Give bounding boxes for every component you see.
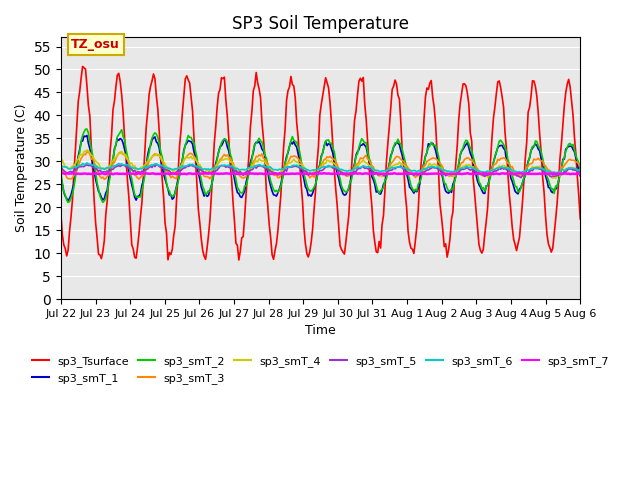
sp3_smT_3: [124, 157, 131, 163]
sp3_Tsurface: [550, 231, 558, 237]
sp3_smT_5: [285, 165, 293, 170]
sp3_smT_6: [577, 168, 584, 174]
sp3_smT_1: [577, 173, 584, 179]
sp3_smT_6: [57, 164, 65, 169]
sp3_Tsurface: [122, 155, 130, 160]
sp3_smT_3: [83, 149, 91, 155]
sp3_Tsurface: [213, 105, 221, 110]
sp3_smT_2: [550, 191, 558, 196]
sp3_smT_7: [550, 171, 558, 177]
sp3_smT_7: [58, 170, 66, 176]
sp3_smT_3: [57, 163, 65, 169]
sp3_smT_4: [230, 164, 238, 169]
sp3_smT_1: [287, 139, 295, 145]
sp3_smT_2: [64, 200, 72, 205]
sp3_smT_1: [550, 187, 558, 192]
sp3_smT_6: [230, 166, 238, 171]
sp3_smT_7: [232, 171, 240, 177]
sp3_Tsurface: [235, 257, 243, 263]
sp3_smT_6: [517, 170, 525, 176]
sp3_smT_1: [215, 149, 223, 155]
sp3_smT_5: [517, 175, 525, 180]
sp3_smT_7: [57, 171, 65, 177]
sp3_smT_2: [241, 183, 248, 189]
sp3_Tsurface: [241, 215, 248, 220]
sp3_smT_4: [552, 175, 559, 181]
Line: sp3_smT_6: sp3_smT_6: [61, 163, 580, 173]
Line: sp3_smT_3: sp3_smT_3: [61, 152, 580, 180]
sp3_smT_6: [122, 162, 130, 168]
sp3_smT_7: [241, 171, 248, 177]
sp3_smT_5: [239, 172, 247, 178]
sp3_smT_6: [83, 160, 91, 166]
Legend: sp3_Tsurface, sp3_smT_1, sp3_smT_2, sp3_smT_3, sp3_smT_4, sp3_smT_5, sp3_smT_6, : sp3_Tsurface, sp3_smT_1, sp3_smT_2, sp3_…: [28, 352, 613, 388]
sp3_smT_4: [122, 152, 130, 158]
sp3_smT_2: [83, 126, 91, 132]
sp3_smT_1: [232, 184, 240, 190]
sp3_smT_2: [215, 149, 223, 155]
sp3_smT_3: [550, 170, 558, 176]
Line: sp3_smT_4: sp3_smT_4: [61, 150, 580, 178]
sp3_smT_4: [57, 156, 65, 161]
sp3_Tsurface: [230, 219, 238, 225]
sp3_smT_2: [232, 177, 240, 182]
sp3_smT_7: [577, 171, 584, 177]
sp3_smT_1: [124, 162, 131, 168]
sp3_smT_3: [215, 160, 223, 166]
sp3_smT_7: [215, 171, 223, 177]
sp3_smT_3: [241, 175, 248, 180]
sp3_smT_1: [64, 198, 72, 204]
sp3_smT_4: [549, 175, 557, 181]
Line: sp3_Tsurface: sp3_Tsurface: [61, 66, 580, 260]
sp3_smT_4: [83, 147, 91, 153]
Y-axis label: Soil Temperature (C): Soil Temperature (C): [15, 104, 28, 232]
Line: sp3_smT_5: sp3_smT_5: [61, 165, 580, 178]
Text: TZ_osu: TZ_osu: [71, 38, 120, 51]
sp3_smT_4: [213, 161, 221, 167]
sp3_smT_3: [287, 154, 295, 159]
Line: sp3_smT_1: sp3_smT_1: [61, 135, 580, 201]
sp3_smT_5: [550, 173, 558, 179]
sp3_smT_5: [577, 169, 584, 175]
sp3_smT_7: [109, 171, 117, 177]
sp3_smT_3: [100, 177, 108, 182]
sp3_smT_7: [124, 171, 131, 177]
sp3_smT_1: [57, 175, 65, 180]
sp3_smT_1: [83, 132, 91, 138]
sp3_smT_6: [550, 169, 558, 175]
sp3_smT_4: [239, 170, 247, 176]
sp3_smT_4: [577, 170, 584, 176]
sp3_smT_3: [577, 163, 584, 169]
sp3_smT_2: [124, 153, 131, 159]
sp3_smT_2: [57, 169, 65, 175]
sp3_smT_5: [230, 168, 238, 174]
X-axis label: Time: Time: [305, 324, 336, 337]
sp3_smT_1: [241, 189, 248, 194]
Line: sp3_smT_7: sp3_smT_7: [61, 173, 580, 174]
Line: sp3_smT_2: sp3_smT_2: [61, 129, 580, 203]
sp3_smT_7: [287, 171, 295, 177]
Title: SP3 Soil Temperature: SP3 Soil Temperature: [232, 15, 409, 33]
sp3_smT_5: [213, 167, 221, 173]
sp3_smT_5: [57, 164, 65, 170]
sp3_smT_3: [232, 168, 240, 173]
sp3_Tsurface: [577, 216, 584, 222]
sp3_smT_6: [213, 165, 221, 170]
sp3_smT_6: [285, 164, 293, 170]
sp3_smT_5: [121, 163, 129, 168]
sp3_smT_4: [285, 160, 293, 166]
sp3_smT_2: [287, 138, 295, 144]
sp3_Tsurface: [79, 63, 86, 69]
sp3_smT_5: [152, 162, 160, 168]
sp3_smT_6: [239, 167, 247, 172]
sp3_Tsurface: [287, 73, 295, 79]
sp3_smT_2: [577, 167, 584, 173]
sp3_Tsurface: [57, 211, 65, 217]
